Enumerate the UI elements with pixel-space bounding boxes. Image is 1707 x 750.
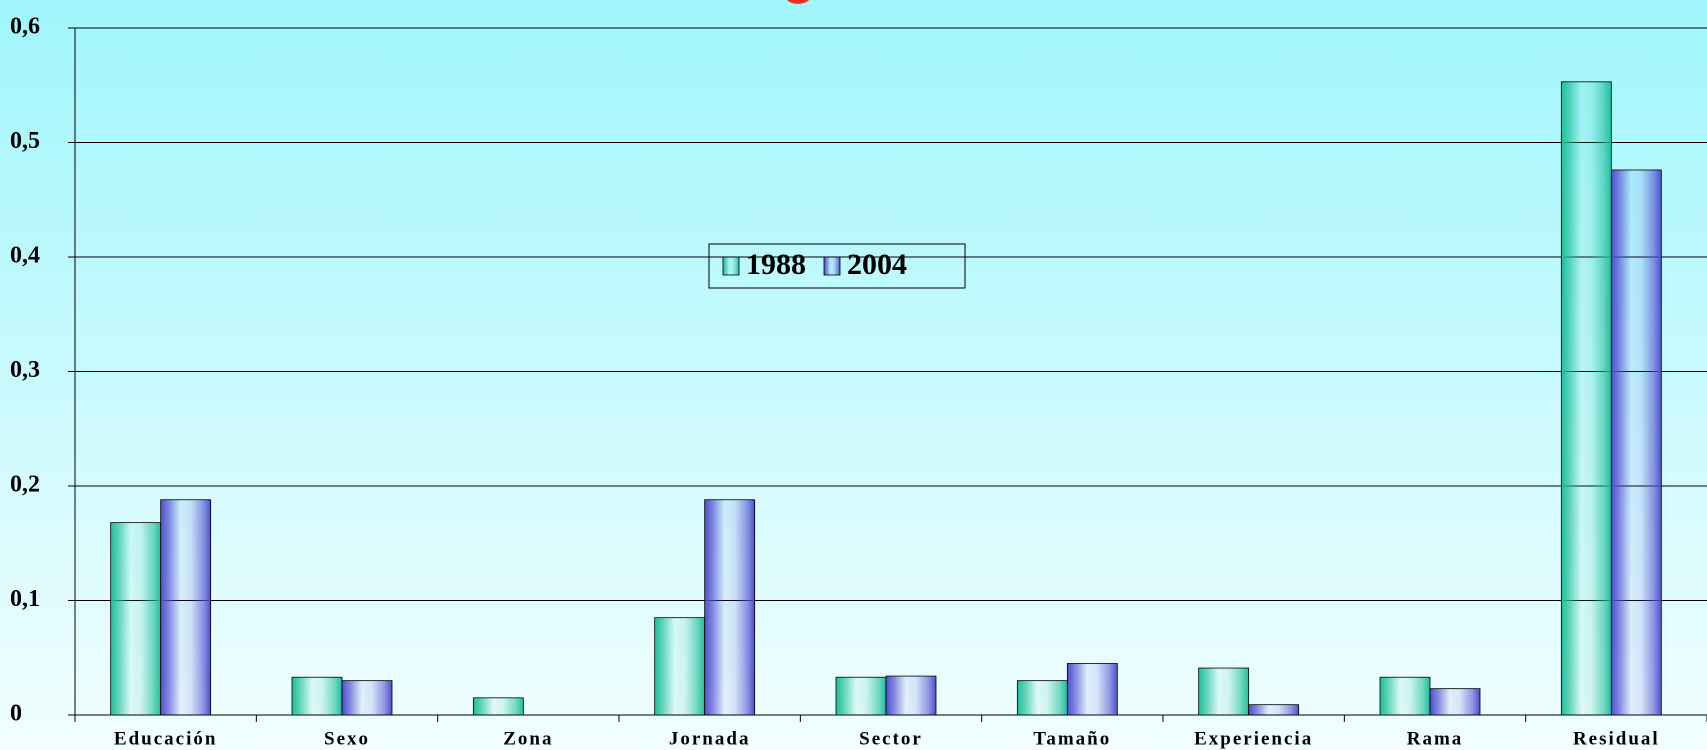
- y-tick-label: 0,4: [10, 243, 40, 269]
- y-tick-label: 0,6: [10, 14, 40, 40]
- bar: [341, 680, 393, 716]
- bar: [1198, 667, 1250, 716]
- y-tick-label: 0,2: [10, 472, 40, 498]
- bar: [885, 675, 937, 716]
- y-tick-label: 0,3: [10, 357, 40, 383]
- bar: [835, 676, 887, 716]
- legend-box: [708, 243, 966, 289]
- bar: [110, 522, 162, 716]
- bar: [1379, 676, 1431, 716]
- legend-swatch: [823, 256, 841, 276]
- bar: [160, 499, 212, 716]
- x-tick-label: Sexo: [324, 728, 370, 749]
- decoration: [786, 0, 810, 4]
- x-tick-label: Experiencia: [1194, 728, 1313, 749]
- bar: [1016, 680, 1068, 716]
- x-tick-label: Educación: [114, 728, 218, 749]
- x-tick-label: Zona: [503, 728, 553, 749]
- x-tick-label: Residual: [1573, 728, 1660, 749]
- bar: [654, 617, 706, 716]
- x-tick-label: Sector: [859, 728, 923, 749]
- bar: [1248, 704, 1300, 716]
- y-tick-label: 0,1: [10, 586, 40, 612]
- legend-label: 1988: [746, 248, 806, 281]
- y-tick-label: 0: [10, 701, 22, 727]
- bar: [704, 499, 756, 716]
- bar: [472, 697, 524, 716]
- x-tick-label: Jornada: [669, 728, 751, 749]
- bar: [1560, 81, 1612, 716]
- y-tick-label: 0,5: [10, 128, 40, 154]
- x-tick-label: Tamaño: [1033, 728, 1111, 749]
- bar: [1066, 663, 1118, 716]
- legend-label: 2004: [847, 248, 907, 281]
- bar: [1429, 688, 1481, 716]
- bar: [1610, 169, 1662, 716]
- x-tick-label: Rama: [1407, 728, 1464, 749]
- legend-swatch: [722, 256, 740, 276]
- bar: [291, 676, 343, 716]
